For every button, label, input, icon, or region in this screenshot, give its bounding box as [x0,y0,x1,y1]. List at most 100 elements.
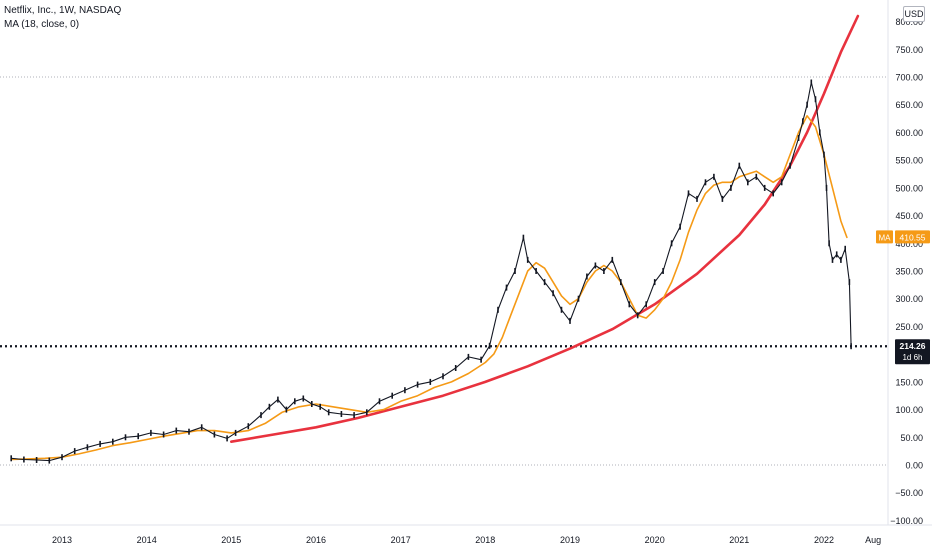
price-bar [560,306,563,313]
price-bar [780,179,783,186]
price-bar [73,448,76,455]
price-bar [340,411,343,417]
price-bar [247,423,250,430]
legend-ma: MA (18, close, 0) [4,19,80,30]
ma-value-label: 410.55 [900,232,926,242]
price-bar [514,268,516,274]
x-tick-label: 2015 [221,535,241,545]
price-bar [552,290,554,297]
price-bar [603,268,605,274]
price-bar [467,353,470,360]
price-bar [429,378,432,385]
y-tick-label: 150.00 [895,377,923,387]
price-bar [23,456,25,463]
series-line-price [10,81,852,462]
price-bar [662,268,664,274]
last-price-box [895,339,930,365]
price-bar [730,184,732,191]
price-bar [763,184,766,191]
price-bar [802,118,804,125]
price-bar [653,279,656,286]
price-bar [713,173,715,180]
price-bar [124,434,127,441]
price-bar [848,279,851,286]
price-bar [505,284,508,291]
y-tick-label: 800.00 [895,17,923,27]
price-bar [175,427,178,434]
price-bar [454,365,457,371]
y-tick-label: 400.00 [895,239,923,249]
price-bar [327,409,330,416]
x-tick-label: Aug [865,535,881,545]
price-bar [294,398,296,405]
price-bar [840,256,842,263]
price-bar [526,256,529,263]
y-tick-label: 300.00 [895,294,923,304]
price-bar [112,438,114,445]
price-bar [35,457,38,463]
y-tick-label: 750.00 [895,45,923,55]
series-line-trend [230,14,860,443]
price-bar [416,381,419,388]
price-bar [48,457,51,464]
y-tick-label: 500.00 [895,183,923,193]
price-bar [814,96,817,103]
price-bar [835,251,838,258]
price-bar [311,401,313,407]
price-bar [628,301,631,308]
price-bar [738,162,741,169]
price-bar [844,245,846,252]
currency-button[interactable]: USD [903,6,925,22]
x-tick-label: 2020 [645,535,665,545]
price-bar [378,398,381,405]
x-tick-label: 2019 [560,535,580,545]
price-bar [137,433,139,440]
price-bar [569,317,571,324]
ma-value-box [895,230,930,244]
y-tick-label: 0.00 [905,461,923,471]
price-bar [277,396,279,403]
price-bar [391,392,393,399]
price-bar [366,409,368,416]
x-tick-label: 2017 [391,535,411,545]
price-bar [797,135,800,141]
price-bar [260,412,262,419]
y-tick-label: 50.00 [900,433,923,443]
y-tick-label: 450.00 [895,211,923,221]
price-bar [577,295,580,302]
price-bar [188,428,190,435]
series-line-ma [10,115,848,461]
x-tick-label: 2016 [306,535,326,545]
price-bar [497,306,499,313]
x-tick-label: 2014 [137,535,157,545]
price-bar [620,279,622,286]
price-bar [810,79,813,86]
y-tick-label: 700.00 [895,73,923,83]
price-bar [696,195,698,202]
y-tick-label: −50.00 [895,488,923,498]
price-bar [99,440,101,447]
price-bar [819,129,821,136]
price-bar [285,406,288,413]
x-tick-label: 2013 [52,535,72,545]
price-bar [586,273,588,280]
x-tick-label: 2018 [475,535,495,545]
chart-legend: Netflix, Inc., 1W, NASDAQ MA (18, close,… [4,4,121,32]
price-bar [825,184,828,191]
y-tick-label: 600.00 [895,128,923,138]
price-bar [721,195,724,202]
price-bar [670,240,673,247]
y-tick-label: 550.00 [895,156,923,166]
x-tick-label: 2022 [814,535,834,545]
price-bar [10,455,12,462]
price-bar [480,356,482,363]
y-tick-label: −100.00 [890,516,923,526]
price-bar [319,403,321,410]
price-bar [704,179,707,186]
price-bar [200,424,203,431]
x-tick-label: 2021 [729,535,749,545]
ma-tag-name-box [876,230,893,244]
price-bar [789,162,791,169]
